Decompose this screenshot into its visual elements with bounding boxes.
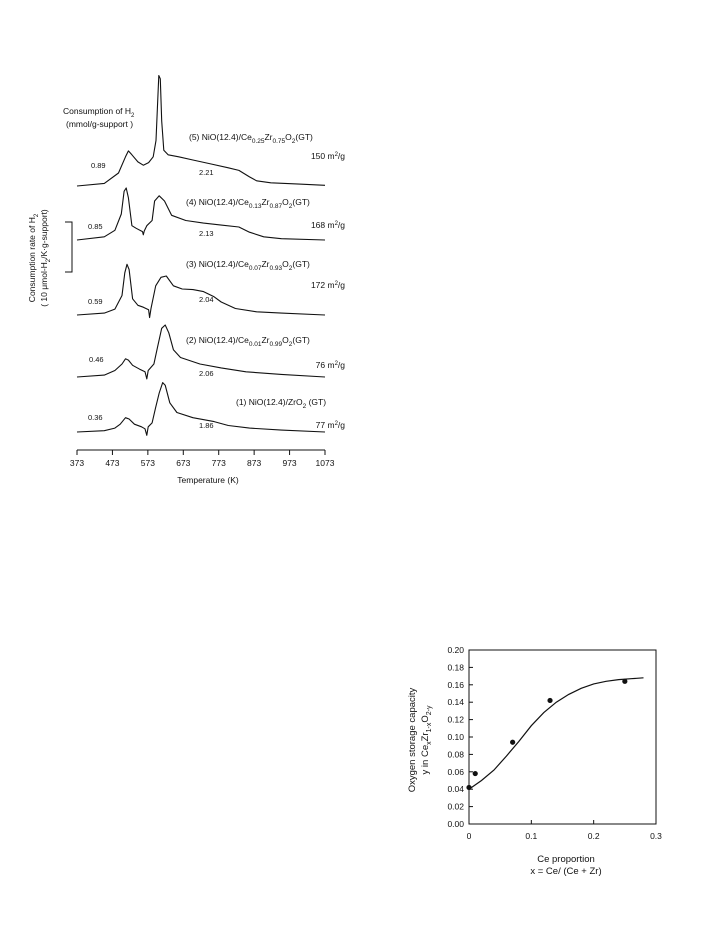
high-value-5: 2.21 (199, 168, 214, 177)
osc-data-point (547, 697, 553, 704)
osc-y-tick-label: 0.02 (447, 802, 464, 812)
osc-plot (466, 677, 644, 791)
surface-area-1: 77 m2/g (316, 420, 346, 430)
low-value-5: 0.89 (91, 161, 106, 170)
osc-x-tick-label: 0 (467, 831, 472, 841)
sample-label-2: (2) NiO(12.4)/Ce0.01Zr0.99O2(GT) (186, 335, 310, 348)
osc-y-tick-label: 0.10 (447, 732, 464, 742)
osc-y-tick-label: 0.20 (447, 645, 464, 655)
surface-area-5: 150 m2/g (311, 151, 345, 161)
tpr-curve-1 (76, 382, 326, 436)
osc-y-tick-label: 0.00 (447, 819, 464, 829)
tpr-x-tick-label: 973 (282, 458, 296, 468)
tpr-x-tick-label: 373 (70, 458, 84, 468)
tpr-x-tick-label: 873 (247, 458, 261, 468)
osc-y-tick-label: 0.08 (447, 749, 464, 759)
osc-fit-curve (468, 677, 644, 790)
tpr-curve-3 (76, 263, 326, 319)
low-value-3: 0.59 (88, 297, 103, 306)
tpr-x-tick-label: 773 (212, 458, 226, 468)
surface-area-3: 172 m2/g (311, 280, 345, 290)
osc-data-point (472, 770, 478, 777)
osc-plot-frame (468, 649, 657, 825)
surface-area-4: 168 m2/g (311, 220, 345, 230)
low-value-2: 0.46 (89, 355, 104, 364)
osc-y-tick-label: 0.12 (447, 715, 464, 725)
osc-y-tick-label: 0.06 (447, 767, 464, 777)
osc-x-axis-subtitle: x = Ce/ (Ce + Zr) (530, 866, 601, 877)
tpr-x-axis-label: Temperature (K) (177, 475, 239, 485)
high-value-1: 1.86 (199, 421, 214, 430)
osc-data-point (466, 784, 472, 791)
sample-labels: (5) NiO(12.4)/Ce0.25Zr0.75O2(GT) (4) NiO… (186, 132, 326, 410)
tpr-x-tick-label: 573 (141, 458, 155, 468)
osc-chart: 0.000.020.040.060.080.100.120.140.160.18… (407, 645, 662, 877)
high-value-2: 2.06 (199, 369, 214, 378)
osc-y-tick-label: 0.04 (447, 784, 464, 794)
osc-x-tick-label: 0.2 (588, 831, 600, 841)
osc-x-axis-title: Ce proportion (537, 854, 595, 865)
low-value-1: 0.36 (88, 413, 103, 422)
osc-x-tick-label: 0.1 (525, 831, 537, 841)
tpr-curve-4 (76, 187, 326, 241)
high-value-3: 2.04 (199, 295, 214, 304)
tpr-x-tick-label: 673 (176, 458, 190, 468)
tpr-curves (76, 74, 326, 436)
osc-data-point (622, 678, 628, 684)
osc-y-axis-title: Oxygen storage capacity (407, 687, 418, 792)
tpr-x-tick-label: 1073 (316, 458, 335, 468)
sample-label-5: (5) NiO(12.4)/Ce0.25Zr0.75O2(GT) (189, 132, 313, 145)
tpr-x-tick-label: 473 (105, 458, 119, 468)
low-value-4: 0.85 (88, 222, 103, 231)
osc-y-tick-label: 0.16 (447, 680, 464, 690)
high-value-4: 2.13 (199, 229, 214, 238)
osc-data-point (510, 739, 516, 745)
consumption-values: 0.89 2.21 0.85 2.13 0.59 2.04 0.46 2.06 … (88, 161, 214, 430)
tpr-chart: 373 473 573 673 773 873 973 1073 Temperature (K… (27, 74, 345, 485)
tpr-curve-2 (76, 324, 326, 380)
tpr-curve-5 (76, 74, 326, 187)
tpr-consumption-header: Consumption of H2 (mmol/g-support ) (63, 106, 135, 129)
osc-axes: 0.000.020.040.060.080.100.120.140.160.18… (447, 645, 662, 841)
osc-y-tick-label: 0.18 (447, 662, 464, 672)
sample-label-4: (4) NiO(12.4)/Ce0.13Zr0.87O2(GT) (186, 197, 310, 210)
consumption-subtitle: (mmol/g-support ) (66, 119, 133, 129)
tpr-scale-bar (65, 221, 73, 273)
surface-area-2: 76 m2/g (316, 360, 346, 370)
osc-y-tick-label: 0.14 (447, 697, 464, 707)
tpr-tick-group: 373 473 573 673 773 873 973 1073 (70, 450, 335, 468)
tpr-y-axis-label: Consumption rate of H2 ( 10 μmol-H2/K·g-… (27, 209, 73, 307)
sample-label-1: (1) NiO(12.4)/ZrO2 (GT) (236, 397, 326, 410)
consumption-title: Consumption of H2 (63, 106, 135, 119)
osc-x-tick-label: 0.3 (650, 831, 662, 841)
tpr-y-axis-unit: ( 10 μmol-H2/K·g-support) (39, 209, 52, 307)
sample-label-3: (3) NiO(12.4)/Ce0.07Zr0.93O2(GT) (186, 259, 310, 272)
tpr-y-axis-title: Consumption rate of H2 (27, 213, 40, 302)
tpr-x-axis: 373 473 573 673 773 873 973 1073 Temperature (K… (70, 449, 335, 485)
surface-areas: 150 m2/g 168 m2/g 172 m2/g 76 m2/g 77 m2… (311, 151, 345, 430)
osc-y-axis-subtitle: y in CexZr1-xO2-y (420, 705, 433, 774)
